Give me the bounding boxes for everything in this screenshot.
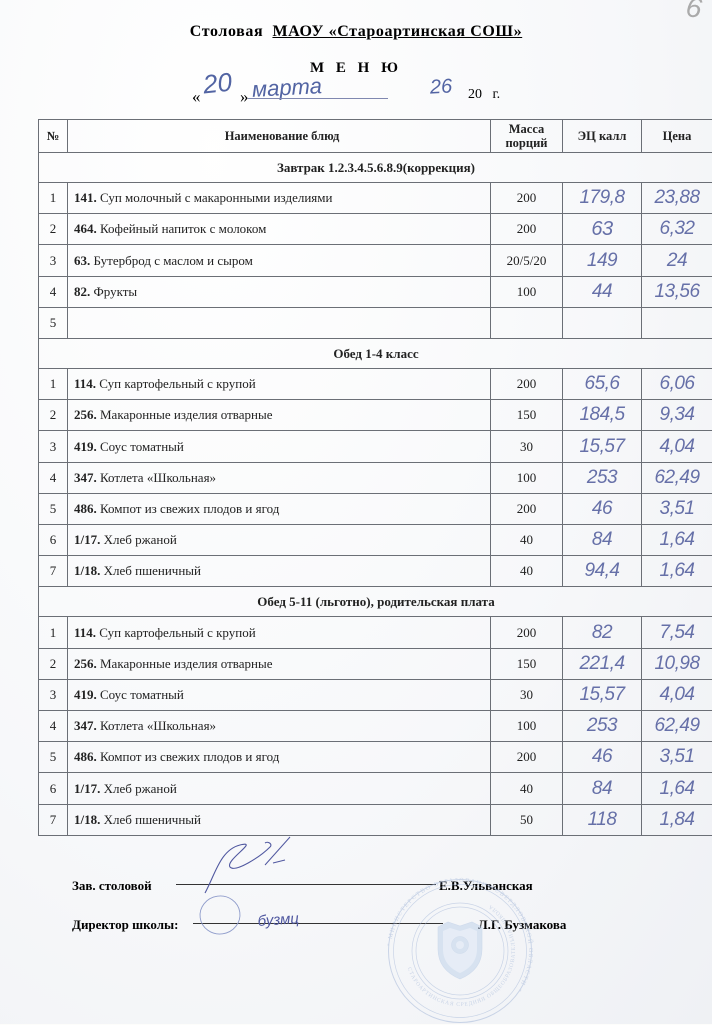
svg-text:бузмц: бузмц xyxy=(257,910,300,930)
